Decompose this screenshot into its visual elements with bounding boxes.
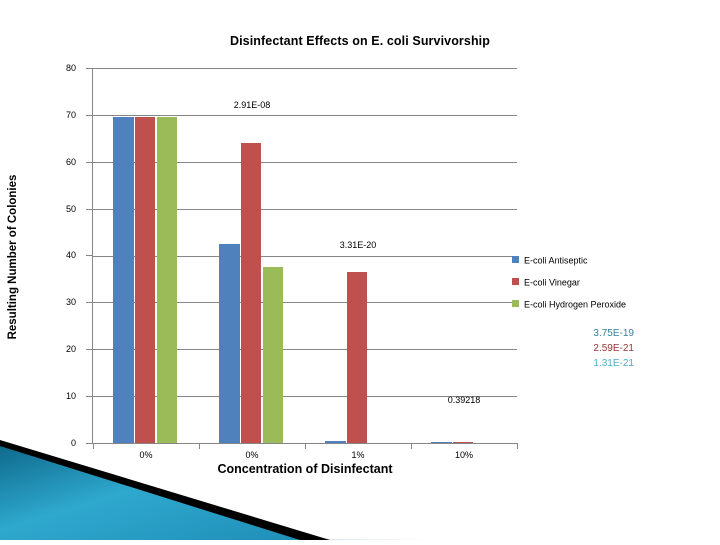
x-axis-tick-label: 0% xyxy=(139,450,153,460)
bar xyxy=(431,441,452,443)
legend-item[interactable]: E-coli Hydrogen Peroxide xyxy=(512,298,626,310)
bar xyxy=(453,441,474,443)
y-axis-tick xyxy=(86,349,93,350)
bar xyxy=(347,271,368,443)
y-axis-tick xyxy=(86,209,93,210)
gridline xyxy=(93,114,517,116)
bar xyxy=(325,440,346,443)
legend-swatch-icon xyxy=(512,256,519,264)
data-annotation: 3.31E-20 xyxy=(339,240,377,251)
gridline xyxy=(93,68,517,69)
y-axis-tick xyxy=(86,68,93,69)
bar xyxy=(219,243,240,443)
x-axis-tick-label: 10% xyxy=(454,450,474,460)
y-tick-label: 10 xyxy=(65,391,76,401)
y-axis-line xyxy=(92,68,93,444)
y-axis-tick-labels: 80 70 60 50 40 30 20 10 0 xyxy=(0,0,84,540)
x-axis-tick xyxy=(305,443,306,449)
x-axis-title: Concentration of Disinfectant xyxy=(217,462,393,476)
y-tick-label: 20 xyxy=(65,344,76,354)
legend-item[interactable]: E-coli Antiseptic xyxy=(512,254,588,266)
x-axis-tick xyxy=(199,443,200,449)
legend-item[interactable]: E-coli Vinegar xyxy=(512,276,580,288)
gridline xyxy=(93,208,517,210)
x-axis-tick-label: 1% xyxy=(351,450,365,460)
gridline xyxy=(93,255,517,257)
y-tick-label: 30 xyxy=(65,297,76,307)
legend-swatch-icon xyxy=(512,278,519,286)
gridline xyxy=(93,302,517,304)
legend-swatch-icon xyxy=(512,300,519,308)
y-axis-tick xyxy=(86,255,93,256)
y-tick-label: 60 xyxy=(65,157,76,167)
bar xyxy=(262,267,284,443)
legend-label: E-coli Antiseptic xyxy=(524,255,588,266)
y-tick-label: 80 xyxy=(65,63,76,73)
x-axis-tick xyxy=(93,443,94,449)
pvalue-label: 1.31E-21 xyxy=(593,358,634,369)
y-axis-tick xyxy=(86,443,93,444)
plot-area: 2.91E-08 3.31E-20 0.39218 xyxy=(93,68,517,444)
y-tick-label: 50 xyxy=(65,204,76,214)
gridline xyxy=(93,396,517,398)
y-axis-tick xyxy=(86,396,93,397)
y-tick-label: 40 xyxy=(65,250,76,260)
bar xyxy=(156,117,178,443)
chart-title: Disinfectant Effects on E. coli Survivor… xyxy=(229,34,490,48)
gridline xyxy=(93,349,517,351)
x-axis-tick xyxy=(411,443,412,449)
slide-corner-graphic xyxy=(0,430,720,540)
y-tick-label: 0 xyxy=(70,438,76,448)
data-annotation: 0.39218 xyxy=(447,394,481,405)
y-tick-label: 70 xyxy=(65,110,76,120)
legend-label: E-coli Hydrogen Peroxide xyxy=(524,299,627,310)
x-axis-tick xyxy=(517,443,518,449)
bar xyxy=(241,143,262,443)
pvalue-label: 3.75E-19 xyxy=(593,328,634,339)
x-axis-tick-label: 0% xyxy=(245,450,259,460)
y-axis-tick xyxy=(86,162,93,163)
bar xyxy=(113,117,134,443)
pvalue-annotation-group: 3.75E-19 2.59E-21 1.31E-21 xyxy=(524,326,634,371)
legend-label: E-coli Vinegar xyxy=(524,277,580,288)
data-annotation: 2.91E-08 xyxy=(233,99,271,110)
gridline xyxy=(93,161,517,163)
y-axis-tick xyxy=(86,302,93,303)
bar xyxy=(135,117,156,443)
y-axis-tick xyxy=(86,115,93,116)
pvalue-label: 2.59E-21 xyxy=(593,343,634,354)
